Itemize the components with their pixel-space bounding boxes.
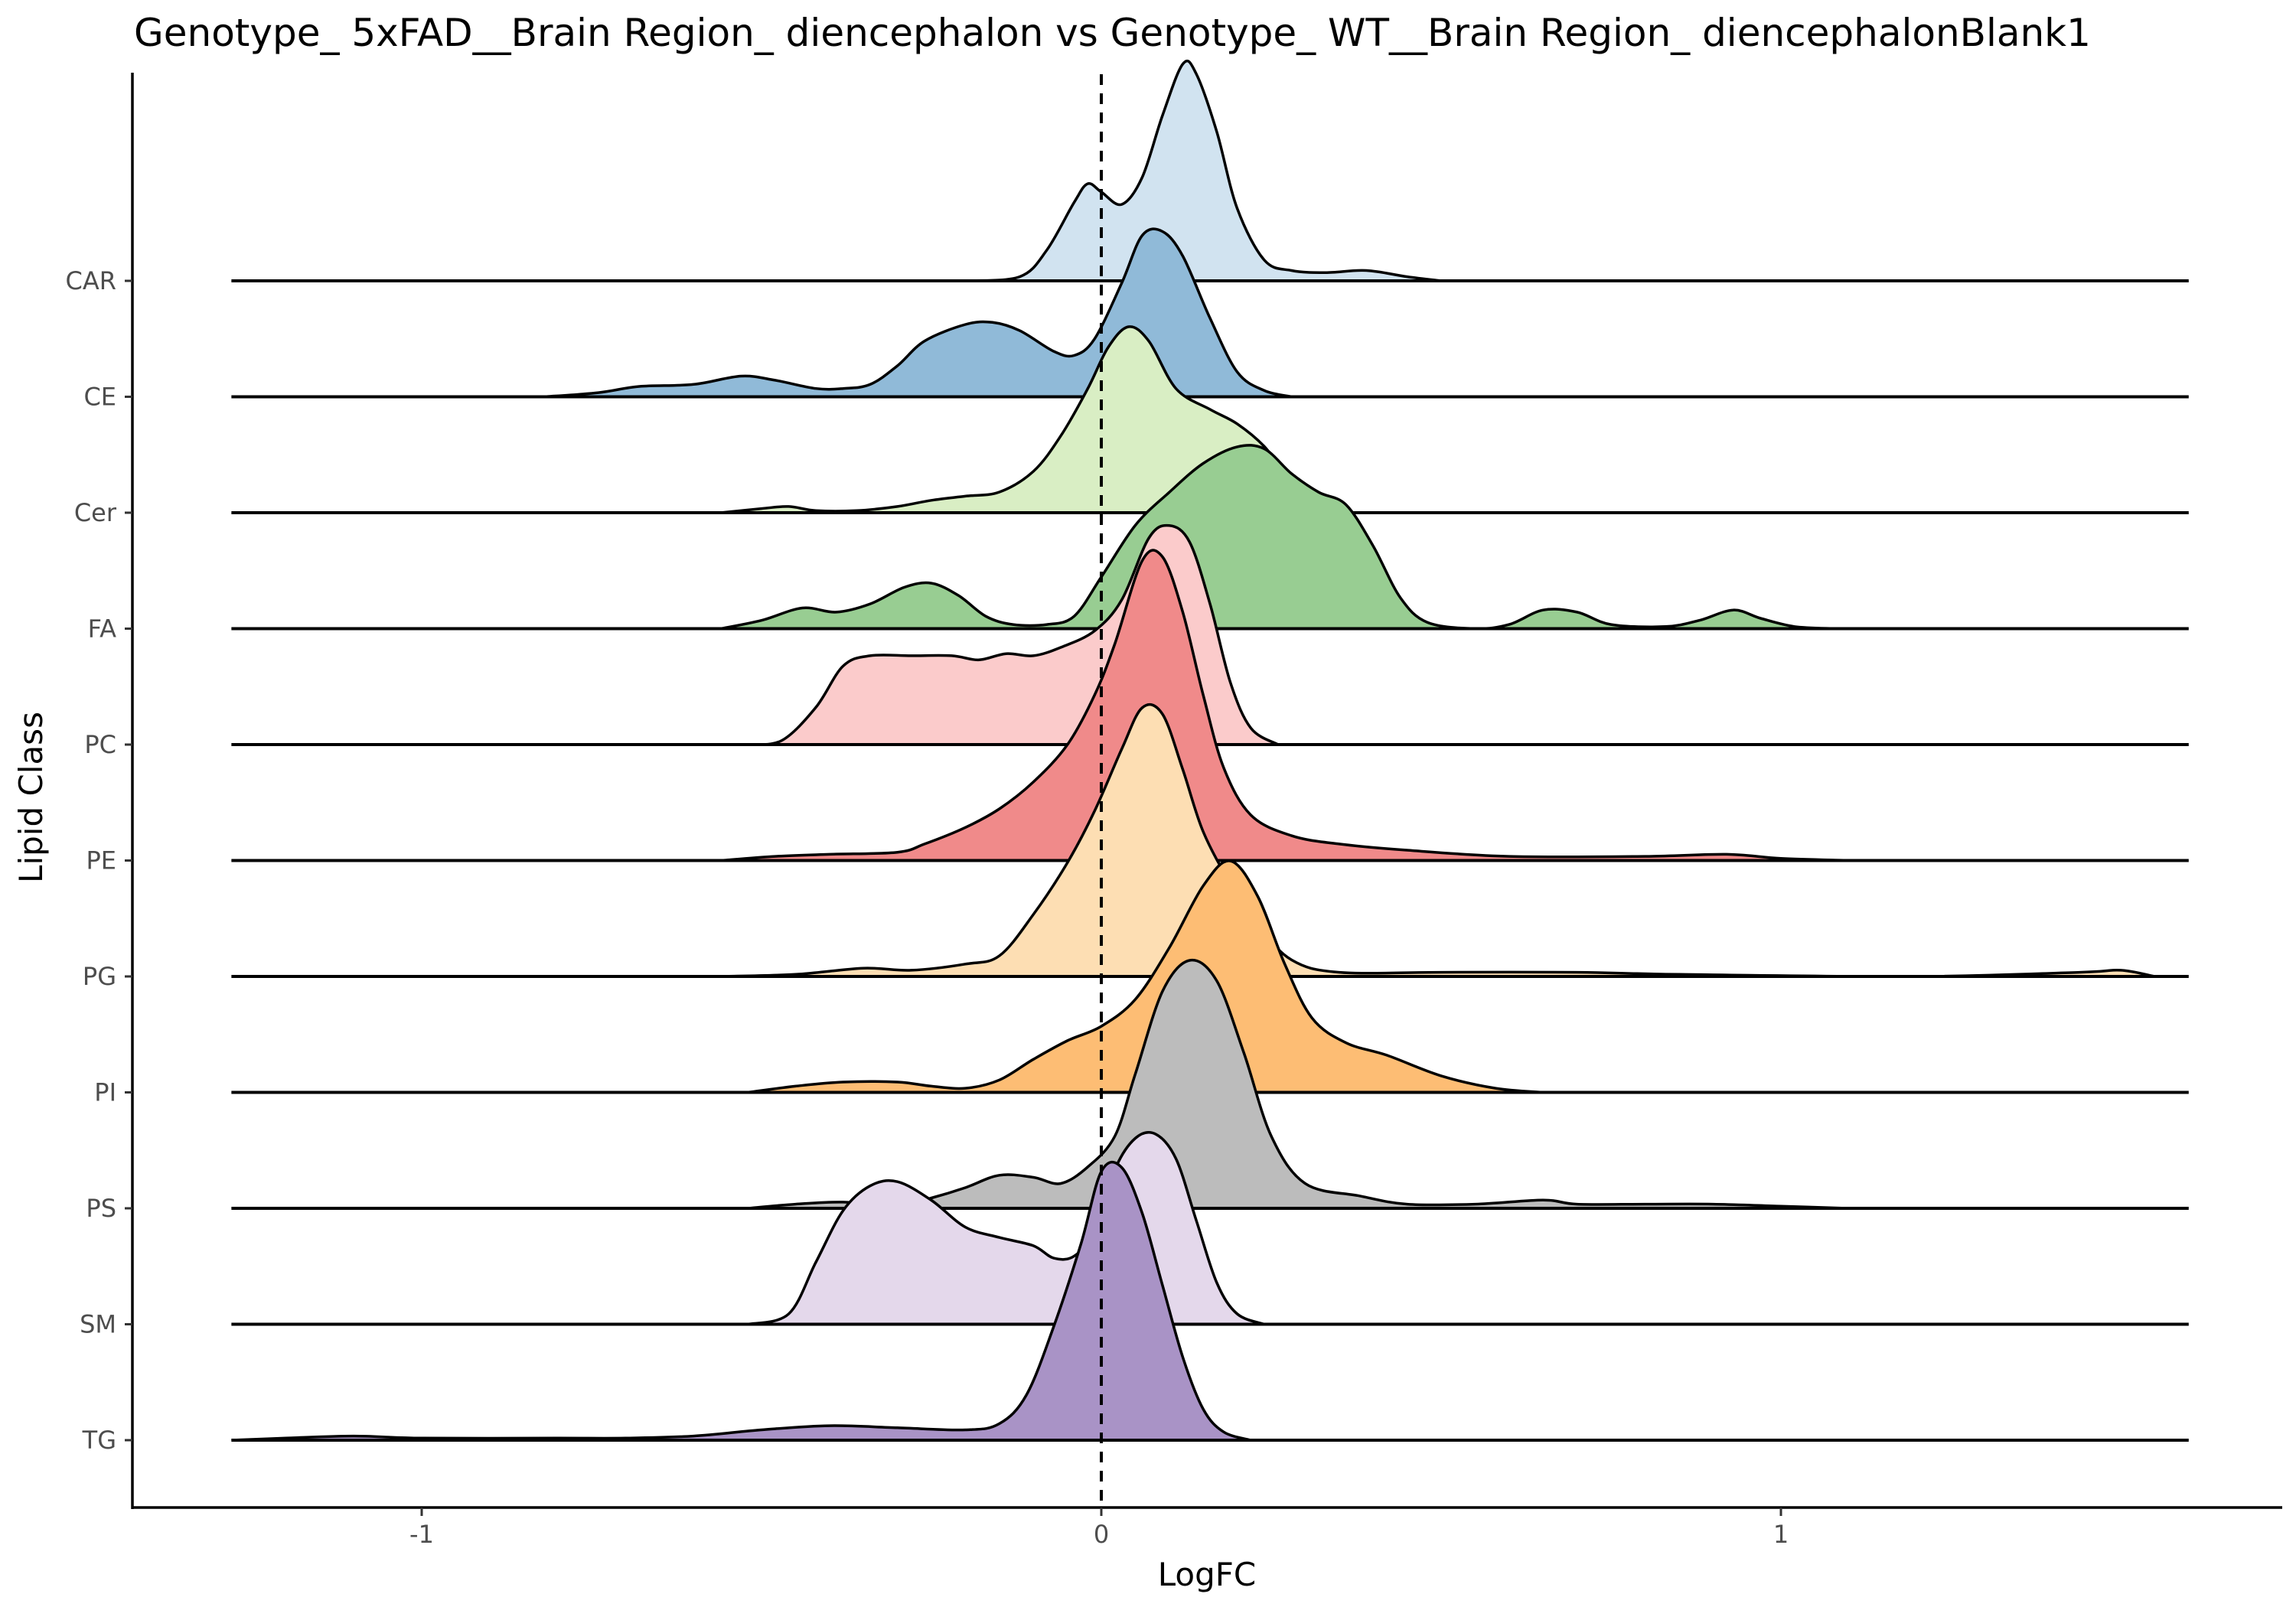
y-tick-label-ps: PS bbox=[86, 1194, 116, 1223]
ridge-area-pg bbox=[720, 704, 2155, 977]
ridge-area-tg bbox=[231, 1162, 1251, 1440]
ridge-outline-pg bbox=[720, 702, 2155, 978]
y-tick-label-pi: PI bbox=[94, 1078, 116, 1107]
y-tick-label-sm: SM bbox=[80, 1310, 116, 1339]
ridge-outline-car bbox=[965, 59, 1442, 282]
y-tick-label-pe: PE bbox=[86, 846, 116, 875]
y-tick-label-fa: FA bbox=[88, 614, 116, 644]
ridge-tg bbox=[231, 1160, 2189, 1442]
x-axis-title: LogFC bbox=[1158, 1556, 1257, 1593]
y-tick-label-pc: PC bbox=[84, 730, 116, 759]
ridge-area-cer bbox=[720, 326, 1346, 513]
ridge-outline-tg bbox=[231, 1160, 1251, 1442]
ridge-area-fa bbox=[720, 445, 1836, 629]
ridge-outline-sm bbox=[747, 1131, 1265, 1326]
ridge-outline-pc bbox=[747, 523, 1279, 746]
y-tick-label-pg: PG bbox=[83, 962, 116, 991]
y-tick-label-car: CAR bbox=[66, 266, 116, 295]
y-tick-label-tg: TG bbox=[82, 1426, 116, 1455]
chart-title: Genotype_ 5xFAD__Brain Region_ diencepha… bbox=[134, 11, 2091, 55]
ridge-ps bbox=[231, 958, 2189, 1210]
ridges bbox=[231, 59, 2189, 1442]
ridge-car bbox=[231, 59, 2189, 282]
y-axis-ticks: CAR CE Cer FA PC PE PG PI PS SM TG bbox=[66, 266, 132, 1455]
x-tick-label: 1 bbox=[1773, 1520, 1789, 1549]
x-tick-label: -1 bbox=[409, 1520, 434, 1549]
ridge-outline-fa bbox=[720, 444, 1836, 631]
ridge-area-ce bbox=[543, 229, 1292, 397]
y-axis-title: Lipid Class bbox=[12, 712, 50, 883]
x-axis-ticks: -1 0 1 bbox=[409, 1508, 1789, 1549]
x-tick-label: 0 bbox=[1094, 1520, 1109, 1549]
ridge-outline-ce bbox=[543, 227, 1293, 399]
ridge-outline-pe bbox=[720, 549, 1849, 862]
ridge-outline-pi bbox=[747, 859, 1544, 1094]
y-tick-label-cer: Cer bbox=[74, 498, 117, 527]
y-tick-label-ce: CE bbox=[83, 383, 116, 412]
ridge-outline-cer bbox=[720, 325, 1347, 514]
ridge-area-car bbox=[965, 60, 1441, 281]
ridge-outline-ps bbox=[748, 958, 1849, 1210]
